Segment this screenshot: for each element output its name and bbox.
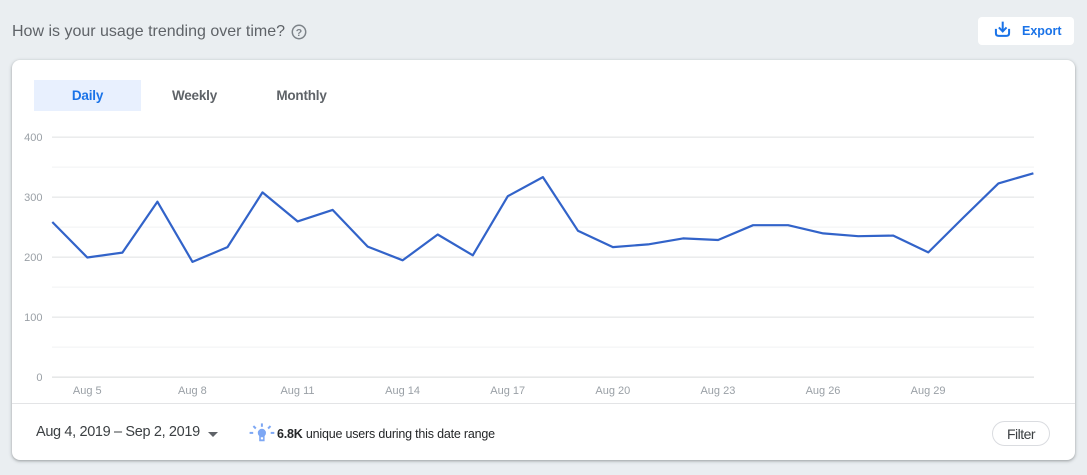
svg-text:Aug 26: Aug 26 — [806, 385, 841, 397]
svg-text:100: 100 — [24, 312, 42, 324]
svg-text:400: 400 — [24, 132, 42, 144]
svg-text:Aug 29: Aug 29 — [911, 385, 946, 397]
svg-text:?: ? — [296, 27, 302, 39]
svg-text:Aug 11: Aug 11 — [280, 385, 314, 397]
svg-text:0: 0 — [36, 372, 42, 384]
svg-text:Aug 14: Aug 14 — [385, 385, 420, 397]
svg-text:Aug 17: Aug 17 — [490, 385, 525, 397]
svg-text:300: 300 — [24, 192, 42, 204]
svg-text:Aug 20: Aug 20 — [595, 385, 630, 397]
svg-text:200: 200 — [24, 252, 42, 264]
svg-text:Aug 8: Aug 8 — [178, 385, 207, 397]
svg-text:Aug 5: Aug 5 — [73, 385, 102, 397]
svg-text:Aug 23: Aug 23 — [700, 385, 735, 397]
